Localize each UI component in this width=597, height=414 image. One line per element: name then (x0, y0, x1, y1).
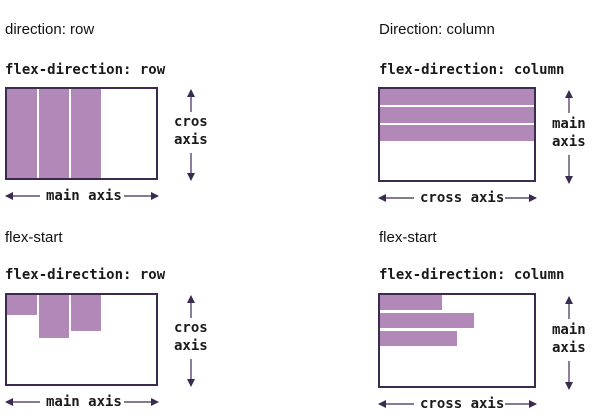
panel-3-main-axis-label: main axis (46, 394, 122, 410)
panel-4-heading: flex-start (379, 229, 437, 246)
panel-2-heading: Direction: column (379, 21, 495, 38)
panel-2-code: flex-direction: column (379, 62, 565, 78)
panel-4-code: flex-direction: column (379, 267, 565, 283)
panel-4-container (378, 293, 536, 388)
panel-3-heading: flex-start (5, 229, 63, 246)
flex-item-3 (71, 89, 101, 178)
panel-3-container (5, 293, 158, 386)
flex-item-2 (380, 313, 474, 328)
panel-3-code: flex-direction: row (5, 267, 166, 283)
panel-3-cross-axis-label-line1: cros (174, 320, 208, 336)
panel-1-main-axis-label: main axis (46, 188, 122, 204)
panel-1-container (5, 87, 158, 180)
panel-4-main-axis-label-line1: main (552, 322, 586, 338)
panel-1-cross-axis-label-line2: axis (174, 132, 208, 148)
panel-2-main-axis-label-line2: axis (552, 134, 586, 150)
panel-2-main-axis-label-line1: main (552, 116, 586, 132)
flex-item-3 (380, 331, 457, 346)
flex-item-2 (380, 107, 534, 123)
flex-item-1 (7, 89, 37, 178)
panel-1-code: flex-direction: row (5, 62, 166, 78)
flex-item-2 (39, 295, 69, 338)
panel-4-main-axis-label-line2: axis (552, 340, 586, 356)
panel-4-cross-axis-label: cross axis (420, 396, 505, 412)
panel-2-cross-axis-label: cross axis (420, 190, 505, 206)
panel-1-heading: direction: row (5, 21, 95, 38)
panel-2-container (378, 87, 536, 182)
flex-item-2 (39, 89, 69, 178)
flex-item-3 (380, 125, 534, 141)
flex-item-1 (380, 89, 534, 105)
panel-1-cross-axis-label-line1: cros (174, 114, 208, 130)
flex-item-1 (380, 295, 442, 310)
flex-item-1 (7, 295, 37, 315)
flex-item-3 (71, 295, 101, 331)
panel-3-cross-axis-label-line2: axis (174, 338, 208, 354)
